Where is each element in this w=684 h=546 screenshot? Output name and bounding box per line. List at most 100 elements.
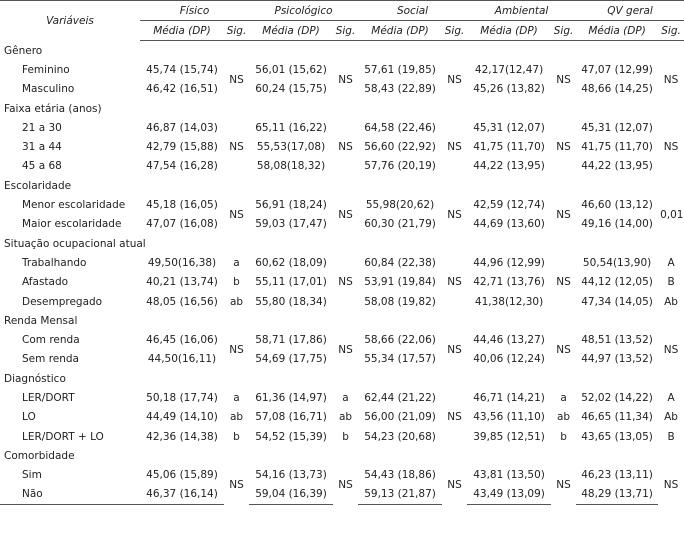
mean-value: 56,00 (21,09) — [364, 411, 436, 424]
row-label: Desempregado — [22, 295, 103, 308]
significance: NS — [338, 343, 353, 356]
mean-value: 58,08(18,32) — [256, 160, 326, 173]
significance: ab — [229, 411, 244, 424]
mean-value: 41,75 (11,70) — [473, 141, 545, 154]
mean-value: 47,54 (16,28) — [146, 160, 218, 173]
mean-value: 42,59 (12,74) — [473, 199, 545, 212]
data-row: Com renda 46,45 (16,06) NS 58,71 (17,86) NS 5… — [0, 330, 684, 356]
data-row: Sem renda 44,50(16,11) 54,69 (17,75) 55,34 … — [0, 350, 684, 369]
row-label: Masculino — [22, 83, 75, 96]
mean-value: 45,74 (15,74) — [146, 63, 218, 76]
data-row: Maior escolaridade 47,07 (16,08) 59,03 (17… — [0, 215, 684, 234]
group-row: Situação ocupacional atual — [0, 234, 684, 253]
row-label: Sem renda — [22, 353, 79, 366]
significance: NS — [556, 73, 571, 86]
mean-value: 59,13 (21,87) — [358, 484, 443, 506]
group-row: Renda Mensal — [0, 311, 684, 330]
mean-header: Média (DP) — [249, 20, 334, 41]
significance: NS — [556, 208, 571, 221]
group-label: Gênero — [4, 44, 43, 57]
mean-value: 44,49 (14,10) — [146, 411, 218, 424]
mean-value: 42,17(12,47) — [474, 63, 544, 76]
mean-value: 60,84 (22,38) — [364, 256, 436, 269]
data-row: Feminino 45,74 (15,74) NS 56,01 (15,62) NS 57… — [0, 60, 684, 86]
row-label: Trabalhando — [22, 256, 87, 269]
significance: ab — [229, 295, 244, 308]
mean-header: Média (DP) — [467, 20, 552, 41]
row-label: Afastado — [22, 276, 69, 289]
mean-value: 41,38(12,30) — [474, 295, 544, 308]
significance: A — [667, 256, 675, 269]
significance: Ab — [664, 411, 678, 424]
significance: NS — [338, 479, 353, 492]
mean-value: 50,18 (17,74) — [146, 391, 218, 404]
mean-value: 46,23 (13,11) — [581, 469, 653, 482]
row-label: LER/DORT — [22, 391, 75, 404]
mean-value: 64,58 (22,46) — [364, 121, 436, 134]
mean-value: 44,22 (13,95) — [581, 160, 653, 173]
variable-header: Variáveis — [0, 0, 140, 41]
mean-value: 59,03 (17,47) — [255, 218, 327, 231]
mean-value: 45,18 (16,05) — [146, 199, 218, 212]
domain-header: Ambiental — [467, 0, 577, 21]
significance: NS — [663, 73, 679, 86]
table-header: Variáveis Físico Psicológico Social Ambienta… — [0, 0, 684, 41]
group-row: Faixa etária (anos) — [0, 99, 684, 118]
sig-header: Sig. — [333, 20, 359, 41]
significance: a — [233, 256, 240, 269]
data-row: Sim 45,06 (15,89) NS 54,16 (13,73) NS 54,43 (… — [0, 466, 684, 491]
significance: NS — [556, 479, 571, 492]
data-row: 45 a 68 47,54 (16,28) 58,08(18,32) 57,76 (2… — [0, 157, 684, 176]
mean-header: Média (DP) — [576, 20, 659, 41]
mean-value: 44,50(16,11) — [147, 353, 217, 366]
mean-value: 44,69 (13,60) — [473, 218, 545, 231]
significance: NS — [556, 343, 571, 356]
mean-value: 41,75 (11,70) — [581, 141, 653, 154]
significance: NS — [338, 73, 353, 86]
mean-value: 56,91 (18,24) — [255, 199, 327, 212]
significance: NS — [447, 141, 462, 154]
significance: ab — [338, 411, 353, 424]
mean-value: 54,43 (18,86) — [364, 469, 436, 482]
row-label: Feminino — [22, 63, 70, 76]
domain-header: Físico — [140, 0, 250, 21]
table-body: Gênero Feminino 45,74 (15,74) NS 56,01 (15,6… — [0, 41, 684, 506]
row-label: 45 a 68 — [22, 160, 62, 173]
significance: A — [667, 391, 675, 404]
mean-value: 58,43 (22,89) — [364, 83, 436, 96]
data-row: Trabalhando 49,50(16,38) a 60,62 (18,09) NS 6… — [0, 253, 684, 288]
mean-value: 48,51 (13,52) — [581, 334, 653, 347]
row-label: Menor escolaridade — [22, 199, 126, 212]
significance: NS — [229, 73, 244, 86]
mean-value: 40,06 (12,24) — [473, 353, 545, 366]
group-label: Renda Mensal — [4, 314, 78, 327]
mean-value: 46,65 (11,34) — [581, 411, 653, 424]
mean-value: 54,16 (13,73) — [255, 469, 327, 482]
mean-value: 49,50(16,38) — [147, 256, 217, 269]
mean-value: 44,46 (13,27) — [473, 334, 545, 347]
mean-value: 50,54(13,90) — [582, 256, 652, 269]
mean-value: 52,02 (14,22) — [581, 391, 653, 404]
sig-header: Sig. — [442, 20, 468, 41]
significance: NS — [447, 343, 462, 356]
mean-value: 48,29 (13,71) — [576, 484, 659, 506]
row-label: 31 a 44 — [22, 141, 62, 154]
mean-value: 44,97 (13,52) — [581, 353, 653, 366]
domain-header: Psicológico — [249, 0, 359, 21]
mean-value: 59,04 (16,39) — [249, 484, 334, 506]
mean-value: 48,05 (16,56) — [146, 295, 218, 308]
mean-value: 46,37 (16,14) — [140, 484, 224, 506]
significance: NS — [447, 411, 462, 424]
mean-value: 44,96 (12,99) — [473, 256, 545, 269]
group-label: Escolaridade — [4, 179, 72, 192]
row-label: LO — [22, 411, 36, 424]
mean-value: 42,36 (14,38) — [146, 430, 218, 443]
significance: NS — [663, 141, 679, 154]
mean-header: Média (DP) — [140, 20, 224, 41]
data-row: Masculino 46,42 (16,51) 60,24 (15,75) 58,43… — [0, 80, 684, 99]
significance: NS — [229, 141, 244, 154]
significance: b — [560, 430, 567, 443]
row-label: Não — [0, 484, 140, 506]
mean-value: 60,30 (21,79) — [364, 218, 436, 231]
